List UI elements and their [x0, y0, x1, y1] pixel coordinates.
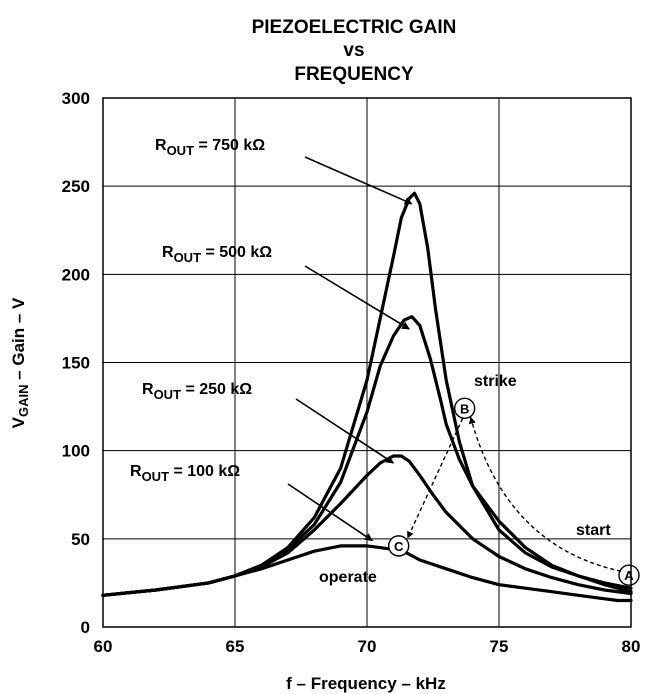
series-label-rest: = 100 kΩ: [169, 463, 240, 480]
y-tick-label: 200: [62, 265, 90, 284]
point-marker-A: [618, 564, 640, 586]
y-axis-label-main: V: [9, 416, 28, 428]
point-letter-A: A: [624, 568, 634, 583]
y-axis-label-rest: – Gain – V: [9, 297, 28, 385]
point-letter-B: B: [460, 401, 469, 416]
series-label-rest: = 250 kΩ: [181, 381, 252, 398]
y-axis-label: VGAIN – Gain – V: [9, 297, 31, 428]
point-letter-C: C: [394, 539, 404, 554]
grid: [102, 97, 632, 628]
y-tick-label: 50: [71, 530, 90, 549]
operate-label: operate: [319, 569, 377, 586]
series-arrow-1: [304, 156, 413, 205]
series-label-1: ROUT = 750 kΩ: [155, 137, 265, 158]
point-marker-B: [453, 397, 476, 420]
x-tick-label: 65: [226, 637, 245, 656]
series-label-sub: OUT: [154, 387, 182, 402]
series-label-main: R: [130, 463, 142, 480]
x-axis-label: f – Frequency – kHz: [286, 674, 446, 693]
strike-label: strike: [474, 373, 517, 390]
x-tick-label: 60: [94, 637, 113, 656]
series-label-main: R: [142, 381, 154, 398]
series-label-3: ROUT = 250 kΩ: [142, 381, 252, 402]
y-tick-label: 0: [81, 618, 90, 637]
series-lines: [101, 191, 633, 603]
series-label-main: R: [162, 244, 174, 261]
series-label-rest: = 500 kΩ: [201, 244, 272, 261]
x-tick-label: 80: [622, 637, 641, 656]
y-axis-label-sub: GAIN: [16, 385, 31, 418]
y-tick-label: 100: [62, 442, 90, 461]
chart-title-line-2: vs: [343, 40, 364, 61]
x-tick-label: 75: [490, 637, 509, 656]
y-tick-label: 250: [62, 177, 90, 196]
series-label-4: ROUT = 100 kΩ: [130, 463, 240, 484]
series-label-rest: = 750 kΩ: [194, 137, 265, 154]
point-marker-C: [387, 535, 410, 557]
y-tick-label: 150: [62, 354, 90, 373]
x-tick-label: 70: [358, 637, 377, 656]
dashed-arrow-strike-to-operate: [407, 418, 464, 539]
y-tick-label: 300: [62, 89, 90, 108]
series-label-2: ROUT = 500 kΩ: [162, 244, 272, 265]
series-arrow-3: [295, 398, 395, 464]
series-label-sub: OUT: [167, 143, 195, 158]
plot-frame: [102, 97, 632, 628]
tick-labels: 60 65 70 75 80 0 50 100 150 200 250 300: [62, 89, 641, 656]
series-label-main: R: [155, 137, 167, 154]
chart-title-line-1: PIEZOELECTRIC GAIN: [252, 17, 457, 38]
chart-title-line-3: FREQUENCY: [294, 64, 414, 85]
series-arrow-4: [287, 483, 373, 542]
dashed-arrow-start-to-strike: [468, 416, 622, 572]
start-label: start: [576, 522, 611, 539]
series-label-sub: OUT: [142, 469, 170, 484]
series-arrow-2: [304, 265, 410, 330]
series-label-sub: OUT: [174, 250, 202, 265]
